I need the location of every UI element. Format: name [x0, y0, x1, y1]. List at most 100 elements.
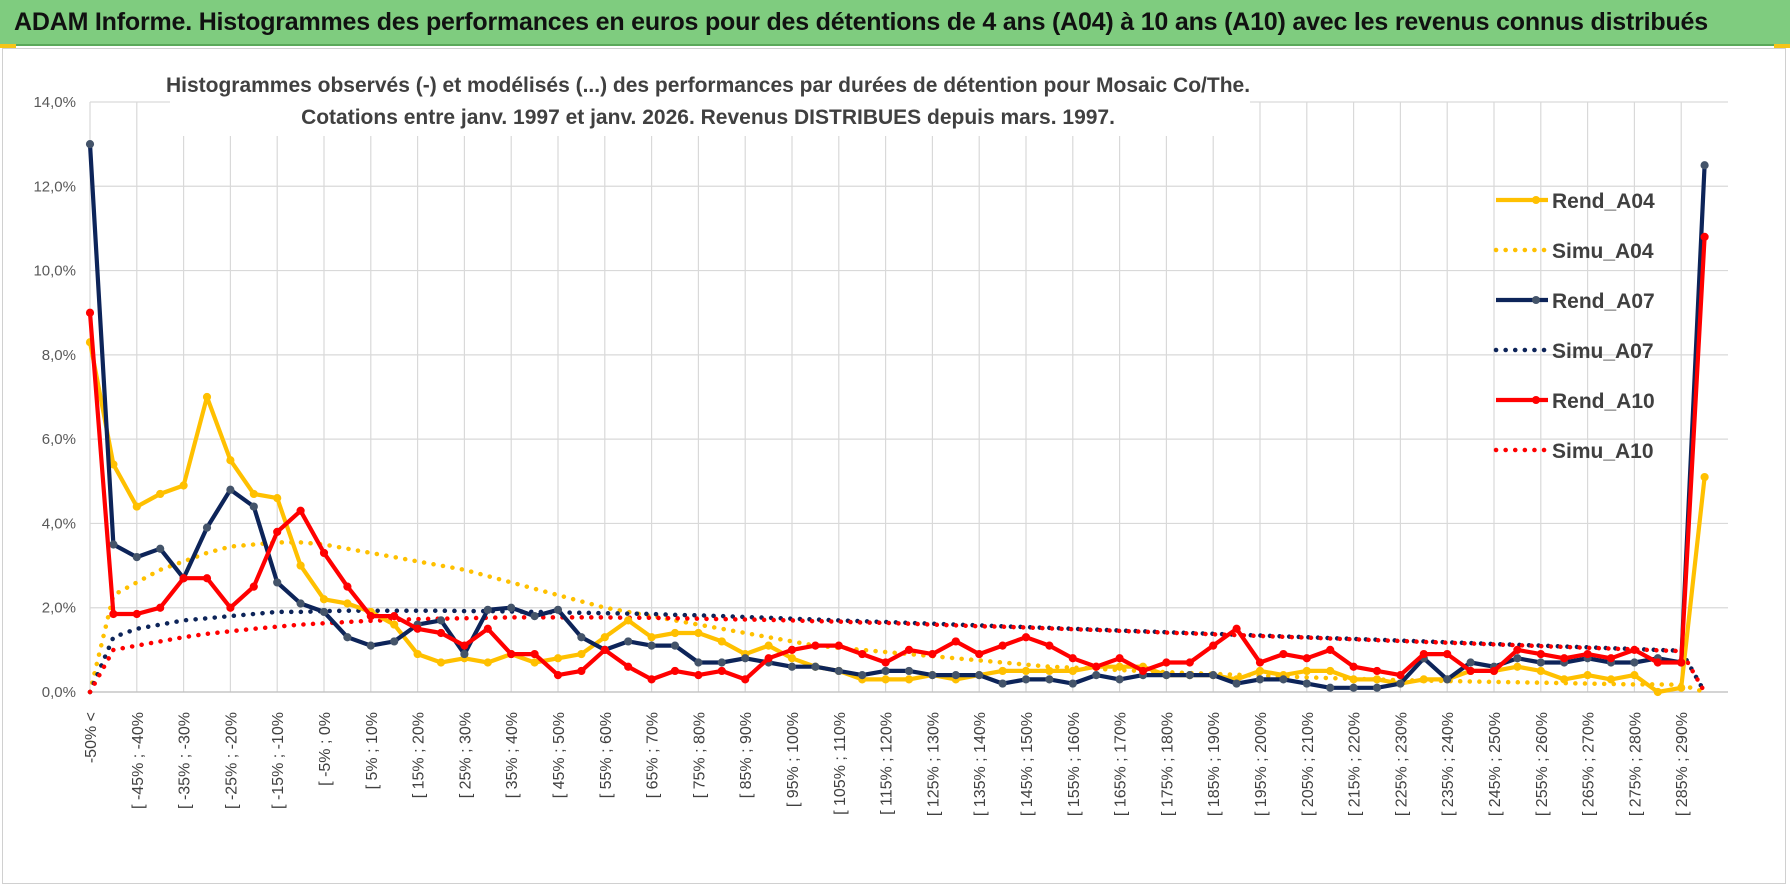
series-line-rend-a04: [87, 341, 1707, 695]
data-point: [741, 675, 750, 684]
data-point: [366, 641, 375, 650]
x-tick-label: [ 225% ; 230%: [1393, 712, 1410, 816]
legend-label: Rend_A07: [1552, 290, 1655, 313]
x-tick-label: [ 5% ; 10%: [364, 712, 381, 789]
legend-item-rend-a04: Rend_A04: [1496, 190, 1655, 213]
legend-item-simu-a10: Simu_A10: [1493, 440, 1654, 463]
legend-label: Simu_A04: [1552, 240, 1654, 263]
data-point: [1279, 649, 1288, 659]
data-point: [928, 649, 937, 659]
data-point: [1536, 666, 1545, 676]
data-point: [1068, 666, 1077, 676]
x-tick-label: [ 195% ; 200%: [1253, 712, 1270, 816]
data-point: [1653, 658, 1662, 667]
banner-accent-left: [0, 44, 16, 48]
x-tick-label: [ 145% ; 150%: [1019, 712, 1036, 816]
data-point: [1630, 671, 1639, 680]
series-simu-a04: [87, 540, 1707, 695]
data-point: [600, 633, 609, 642]
data-point: [436, 616, 446, 625]
data-point: [202, 392, 212, 402]
data-point: [436, 628, 446, 638]
y-tick-label: 6,0%: [42, 431, 76, 448]
data-point: [694, 658, 703, 667]
data-point: [249, 502, 258, 511]
x-tick-label: [ -35% ; -30%: [177, 712, 194, 809]
data-point: [390, 612, 399, 621]
data-point: [787, 662, 797, 671]
data-point: [273, 527, 282, 536]
data-point: [787, 654, 797, 663]
legend-item-simu-a04: Simu_A04: [1493, 240, 1654, 263]
data-point: [530, 658, 539, 667]
data-point: [273, 578, 282, 587]
x-tick-label: [ -5% ; 0%: [317, 712, 334, 786]
data-point: [1092, 671, 1101, 680]
data-point: [1700, 161, 1709, 170]
data-point: [1606, 654, 1616, 663]
data-point: [904, 675, 914, 684]
data-point: [1536, 649, 1545, 659]
data-point: [1232, 624, 1241, 633]
series-group: [85, 140, 1709, 697]
data-point: [1560, 654, 1569, 663]
series-line-simu-a04: [87, 540, 1707, 695]
data-point: [624, 616, 633, 625]
x-tick-label: [ 35% ; 40%: [504, 712, 521, 798]
data-point: [530, 649, 539, 659]
data-point: [226, 456, 235, 465]
data-point: [1255, 666, 1265, 676]
data-point: [1232, 679, 1241, 688]
chart-subtitle: Cotations entre janv. 1997 et janv. 2026…: [301, 106, 1115, 129]
data-point: [249, 489, 258, 499]
data-point: [1466, 658, 1475, 667]
x-tick-label: [ 25% ; 30%: [457, 712, 474, 798]
data-point: [1677, 683, 1686, 692]
legend-marker: [1532, 196, 1540, 204]
data-point: [109, 609, 118, 619]
data-point: [1068, 679, 1077, 688]
y-tick-label: 10,0%: [33, 263, 76, 280]
data-point: [1115, 662, 1124, 671]
data-point: [624, 662, 633, 671]
data-point: [764, 641, 773, 650]
data-point: [202, 523, 212, 532]
data-point: [296, 599, 305, 608]
data-point: [787, 645, 797, 654]
data-point: [1115, 675, 1124, 684]
report-banner: ADAM Informe. Histogrammes des performan…: [0, 0, 1790, 46]
data-point: [694, 671, 703, 680]
data-point: [1021, 633, 1031, 642]
data-point: [1185, 671, 1194, 680]
data-point: [273, 494, 282, 503]
data-point: [998, 666, 1007, 676]
x-tick-label: [ 255% ; 260%: [1534, 712, 1551, 816]
data-point: [717, 658, 726, 667]
data-point: [647, 641, 656, 650]
data-point: [1209, 671, 1218, 680]
x-tick-label: [ 15% ; 20%: [411, 712, 428, 798]
data-point: [1583, 671, 1592, 680]
x-tick-label: -50% <: [83, 712, 100, 763]
data-point: [904, 645, 914, 654]
legend-item-rend-a10: Rend_A10: [1496, 390, 1655, 413]
x-tick-label: [ -45% ; -40%: [130, 712, 147, 809]
data-point: [647, 675, 656, 684]
data-point: [1255, 658, 1265, 667]
data-point: [553, 671, 563, 680]
data-point: [226, 603, 235, 612]
data-point: [811, 662, 820, 671]
data-point: [951, 637, 960, 646]
data-point: [1419, 675, 1428, 684]
data-point: [226, 485, 235, 494]
data-point: [858, 671, 867, 680]
data-point: [717, 637, 726, 646]
data-point: [249, 582, 258, 591]
chart-frame: [2, 48, 1786, 884]
data-point: [460, 649, 469, 659]
data-point: [1700, 472, 1709, 482]
gridlines: [89, 101, 1728, 693]
series-rend-a10: [85, 232, 1709, 684]
data-point: [1255, 675, 1265, 684]
data-point: [1349, 675, 1358, 684]
